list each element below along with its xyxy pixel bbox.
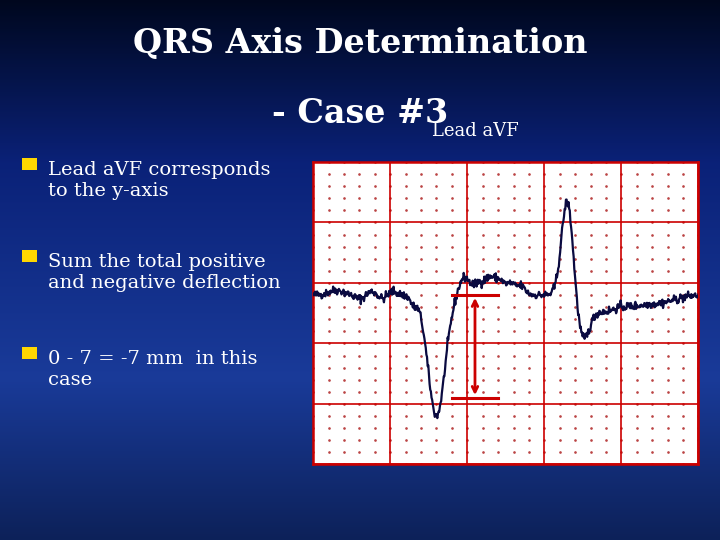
Text: Sum the total positive
and negative deflection: Sum the total positive and negative defl…: [48, 253, 281, 292]
Text: Lead aVF corresponds
to the y-axis: Lead aVF corresponds to the y-axis: [48, 161, 271, 200]
Text: 0 - 7 = -7 mm  in this
case: 0 - 7 = -7 mm in this case: [48, 350, 258, 389]
Text: Lead aVF: Lead aVF: [431, 123, 518, 140]
Text: QRS Axis Determination: QRS Axis Determination: [132, 27, 588, 60]
Text: - Case #3: - Case #3: [272, 97, 448, 130]
